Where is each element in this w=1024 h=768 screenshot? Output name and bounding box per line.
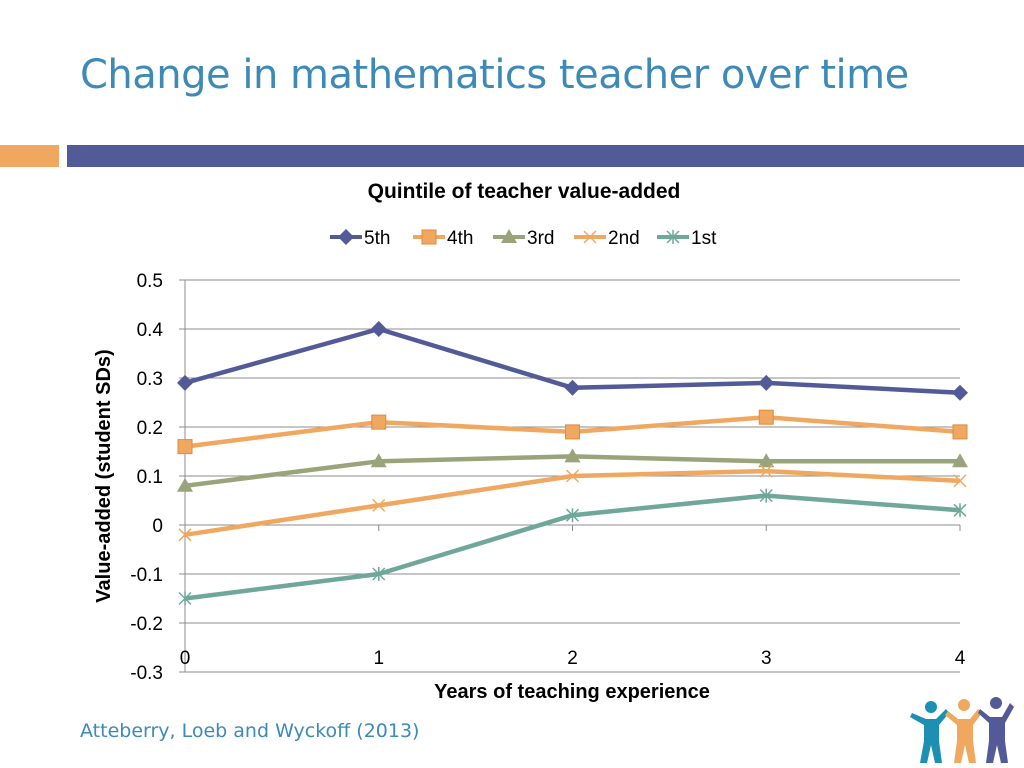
data-point-3rd: [177, 477, 193, 492]
accent-bar-blue: [67, 145, 1024, 167]
chart-title: Quintile of teacher value-added: [368, 180, 681, 203]
data-point-2nd: [953, 474, 967, 488]
data-point-1st: [565, 508, 580, 523]
legend-label: 2nd: [608, 228, 640, 249]
data-point-1st: [759, 488, 773, 503]
legend-item-2nd: 2nd: [574, 228, 640, 249]
legend-item-3rd: 3rd: [493, 228, 554, 249]
data-point-2nd: [178, 528, 192, 542]
data-point-4th: [565, 424, 580, 440]
legend-marker: [583, 230, 597, 244]
y-tick-label: 0.2: [137, 418, 163, 439]
legend-marker: [666, 230, 680, 244]
x-tick-label: 3: [761, 648, 772, 669]
series-2nd: [178, 464, 967, 542]
y-tick-label: -0.3: [130, 663, 163, 684]
legend-item-5th: 5th: [330, 228, 390, 249]
series-4th: [177, 409, 968, 455]
data-point-4th: [371, 414, 387, 430]
slide-title: Change in mathematics teacher over time: [80, 52, 909, 98]
x-axis-title: Years of teaching experience: [434, 681, 710, 703]
data-point-4th: [177, 439, 193, 455]
x-tick-label: 0: [180, 648, 191, 669]
data-point-1st: [372, 567, 386, 581]
x-tick-label: 1: [373, 648, 384, 669]
data-point-1st: [953, 503, 967, 518]
y-axis-title: Value-added (student SDs): [93, 349, 115, 602]
citation: Atteberry, Loeb and Wyckoff (2013): [80, 720, 420, 742]
legend-label: 4th: [447, 228, 473, 249]
legend-item-4th: 4th: [413, 228, 473, 249]
y-tick-label: 0.3: [137, 369, 163, 390]
x-tick-label: 4: [955, 648, 966, 669]
y-tick-label: 0: [152, 516, 163, 537]
logo-figure-orange: [945, 699, 982, 763]
legend-marker: [421, 229, 437, 245]
y-tick-label: -0.1: [130, 565, 163, 586]
y-tick-label: -0.2: [130, 614, 163, 635]
series-5th: [177, 321, 968, 401]
legend-item-1st: 1st: [657, 228, 717, 249]
legend-label: 5th: [364, 228, 390, 249]
logo-people-icon: [910, 697, 1014, 763]
data-point-5th: [952, 384, 968, 401]
data-point-4th: [952, 424, 968, 440]
data-point-1st: [178, 591, 192, 606]
y-tick-label: 0.1: [137, 467, 163, 488]
data-point-3rd: [952, 453, 968, 468]
logo-figure-teal: [910, 701, 949, 763]
data-point-2nd: [565, 469, 580, 483]
data-point-3rd: [370, 453, 387, 468]
accent-bar-orange: [0, 145, 59, 167]
x-tick-label: 2: [567, 648, 578, 669]
data-point-5th: [177, 374, 193, 391]
data-point-3rd: [758, 453, 775, 468]
legend-marker: [338, 229, 354, 245]
series-3rd: [177, 448, 968, 492]
data-point-5th: [370, 321, 387, 337]
legend-label: 1st: [691, 228, 717, 249]
y-tick-label: 0.5: [137, 271, 163, 292]
y-tick-label: 0.4: [137, 320, 164, 341]
data-point-2nd: [372, 498, 386, 512]
legend-label: 3rd: [527, 228, 554, 249]
logo-figure-purple: [978, 697, 1014, 763]
line-chart: Quintile of teacher value-added 0.5 0.4 0.3…: [93, 180, 968, 703]
series-1st: [178, 488, 967, 606]
data-point-5th: [564, 379, 581, 396]
data-point-3rd: [564, 448, 581, 463]
data-point-2nd: [759, 464, 773, 478]
legend-marker: [501, 229, 517, 243]
data-point-5th: [758, 374, 775, 391]
legend: 5th 4th 3rd 2nd 1st: [330, 228, 717, 249]
data-point-4th: [758, 409, 774, 425]
